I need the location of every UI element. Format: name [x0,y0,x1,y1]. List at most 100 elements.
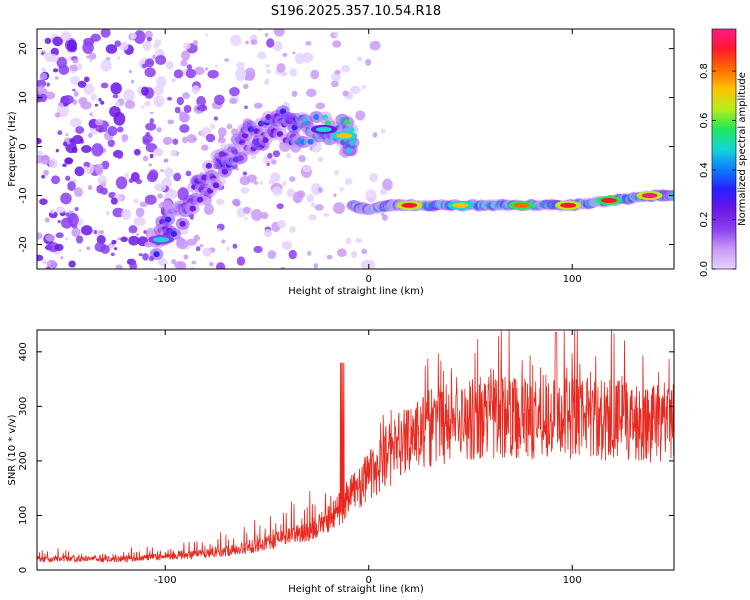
heatmap-cell [218,134,224,140]
snr-plot-area [37,330,674,570]
heatmap-cell [37,85,46,96]
heatmap-cell [263,229,273,238]
heatmap-cell [166,189,178,200]
heatmap-cell [251,209,263,221]
heatmap-cell [156,76,167,88]
heatmap-cell [267,250,277,260]
heatmap-cell [186,134,197,144]
heatmap-cell [260,212,269,220]
heatmap-cell [332,40,342,48]
heatmap-cell [135,233,140,236]
heatmap-cell [71,146,78,154]
heatmap-cell [217,127,227,137]
heatmap-cell [193,40,198,46]
snr-y-tick-label: 0 [18,567,29,573]
heatmap-cell [62,94,74,105]
heatmap-cell [65,133,69,137]
heatmap-cell [344,178,353,185]
heatmap-cell [266,162,270,167]
heatmap-cell [152,54,157,60]
heatmap-cell [60,31,72,41]
heatmap-cell [115,264,123,269]
heatmap-cell [205,67,209,71]
heatmap-cell [160,168,164,172]
heatmap-cell [243,206,251,214]
heatmap-cell [271,159,277,165]
heatmap-cell [133,198,140,204]
heatmap-cell [116,153,123,159]
heatmap-cell [69,117,82,128]
snr-y-tick-label: 200 [18,451,29,470]
heatmap-cell [309,147,313,151]
heatmap-cell [333,31,339,37]
heatmap-cell [288,249,297,260]
heatmap-cell [98,97,102,102]
heatmap-cell [286,188,295,198]
heatmap-cell [75,126,85,134]
heatmap-cell [110,82,122,95]
heatmap-cell [121,134,129,142]
colorbar: 0.0 0.2 0.4 0.6 0.8 Normalized spectral ampl… [699,28,748,277]
heatmap-cell [91,114,95,118]
heatmap-cell [250,39,258,45]
heatmap-y-tick-label: 0 [18,143,29,149]
heatmap-cell [70,75,81,86]
heatmap-x-tick-label: 0 [366,274,372,285]
heatmap-cell [355,110,366,121]
heatmap-cell [116,56,121,60]
heatmap-cell [123,88,135,102]
heatmap-cell [186,64,193,71]
heatmap-cell [344,119,351,126]
heatmap-cell [114,40,121,47]
heatmap-cell [560,202,577,208]
heatmap-cell [154,183,167,192]
heatmap-cell [135,207,145,218]
snr-x-tick-label: 0 [366,575,372,586]
heatmap-cell [305,40,312,46]
colorbar-tick-label: 0.2 [699,212,710,228]
heatmap-cell [313,263,319,269]
heatmap-cell [105,44,118,54]
snr-xlabel: Height of straight line (km) [288,584,424,595]
heatmap-cell [272,186,283,197]
heatmap-cell [158,102,163,107]
heatmap-cell [72,134,84,145]
heatmap-cell [50,208,56,214]
heatmap-cell [237,154,245,161]
heatmap-cell [180,112,189,123]
heatmap-cell [66,39,78,52]
heatmap-cell [182,136,188,144]
heatmap-cell [257,51,267,60]
heatmap-cell [57,102,64,107]
heatmap-cell [116,126,124,133]
heatmap-cell [280,266,286,269]
heatmap-cell [333,202,346,215]
heatmap-cell [144,67,156,78]
heatmap-cell [105,57,111,61]
heatmap-cell [94,119,104,126]
heatmap-cell [113,112,126,126]
heatmap-y-tick-label: -10 [18,187,29,203]
figure-title: S196.2025.357.10.54.R18 [271,4,441,19]
heatmap-cell [230,34,242,47]
heatmap-cell [131,260,137,265]
heatmap-cell [61,217,73,229]
heatmap-cell [39,72,48,81]
colorbar-tick-label: 0.8 [699,63,710,79]
heatmap-cell [323,212,330,218]
heatmap-cell [250,154,257,160]
heatmap-cell [190,266,195,269]
heatmap-cell [174,106,181,114]
heatmap-cell [100,29,111,38]
heatmap-cell [216,262,226,269]
heatmap-cell [381,214,388,221]
heatmap-cell [337,248,347,258]
heatmap-cell [230,128,238,136]
heatmap-cell [242,171,248,176]
heatmap-cell [244,217,248,220]
heatmap-cell [43,169,49,176]
heatmap-cell [179,124,190,133]
heatmap-cell [289,68,297,77]
heatmap-cell [41,67,47,72]
heatmap-cell [121,208,132,220]
